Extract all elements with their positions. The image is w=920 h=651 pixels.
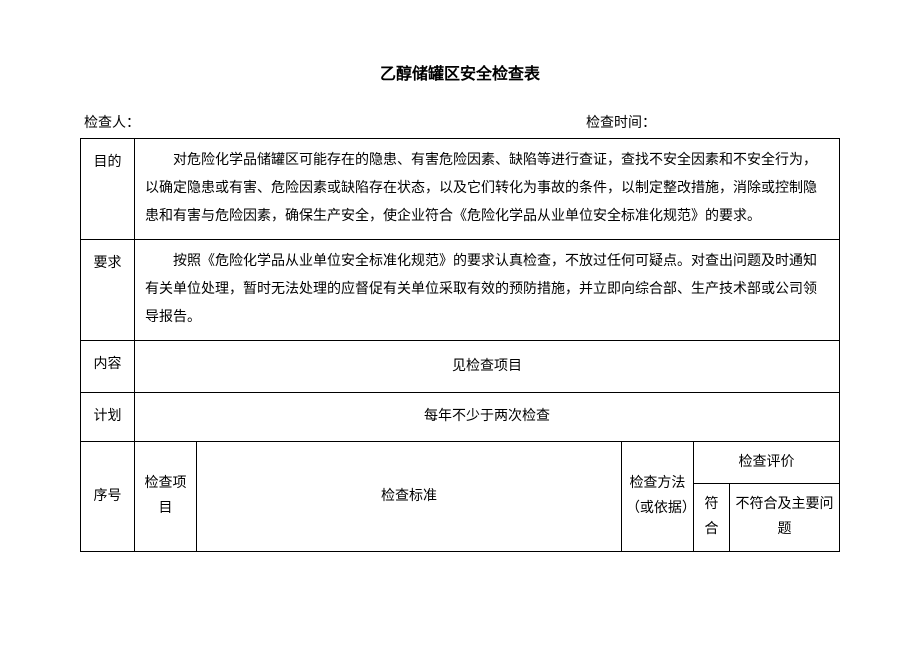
header-nonconform: 不符合及主要问题: [729, 484, 839, 551]
header-standard: 检查标准: [197, 442, 622, 552]
header-conform: 符合: [693, 484, 729, 551]
meta-row: 检查人： 检查时间：: [80, 112, 840, 132]
table-row-header: 序号 检查项目 检查标准 检查方法（或依据） 检查评价: [81, 442, 840, 484]
inspector-label: 检查人：: [84, 112, 140, 132]
header-evaluation: 检查评价: [693, 442, 839, 484]
table-row-content: 内容 见检查项目: [81, 341, 840, 393]
plan-label: 计划: [81, 393, 135, 442]
inspection-time-label: 检查时间：: [586, 112, 656, 132]
requirement-label: 要求: [81, 240, 135, 341]
table-row-plan: 计划 每年不少于两次检查: [81, 393, 840, 442]
header-method: 检查方法（或依据）: [621, 442, 693, 552]
content-label: 内容: [81, 341, 135, 393]
header-seq: 序号: [81, 442, 135, 552]
table-row-purpose: 目的 对危险化学品储罐区可能存在的隐患、有害危险因素、缺陷等进行查证，查找不安全…: [81, 139, 840, 240]
purpose-label: 目的: [81, 139, 135, 240]
requirement-content: 按照《危险化学品从业单位安全标准化规范》的要求认真检查，不放过任何可疑点。对查出…: [135, 240, 840, 341]
purpose-content: 对危险化学品储罐区可能存在的隐患、有害危险因素、缺陷等进行查证，查找不安全因素和…: [135, 139, 840, 240]
table-row-requirement: 要求 按照《危险化学品从业单位安全标准化规范》的要求认真检查，不放过任何可疑点。…: [81, 240, 840, 341]
header-item: 检查项目: [135, 442, 197, 552]
inspection-table: 目的 对危险化学品储罐区可能存在的隐患、有害危险因素、缺陷等进行查证，查找不安全…: [80, 138, 840, 552]
content-content: 见检查项目: [135, 341, 840, 393]
document-title: 乙醇储罐区安全检查表: [80, 60, 840, 84]
plan-content: 每年不少于两次检查: [135, 393, 840, 442]
